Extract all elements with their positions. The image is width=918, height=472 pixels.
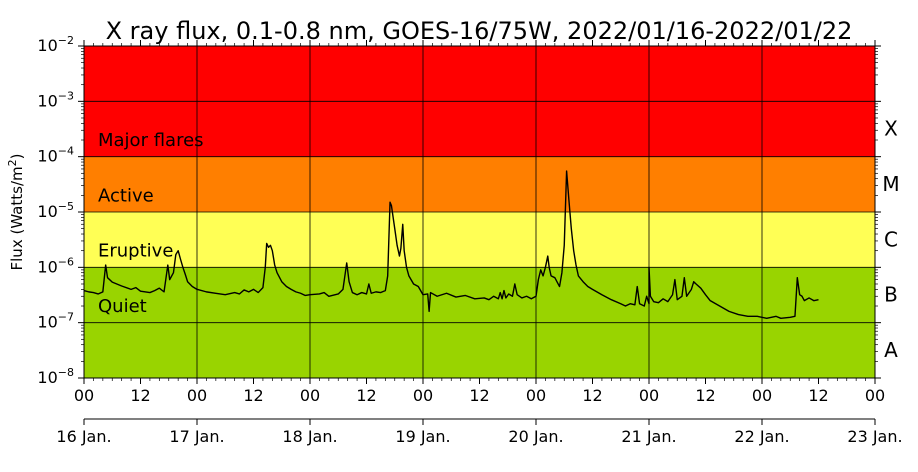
x-tick-label-6: 00 bbox=[413, 386, 433, 405]
class-label-2: C bbox=[884, 227, 898, 251]
class-label-4: A bbox=[884, 338, 898, 362]
y-axis-label-sup: 2 bbox=[6, 159, 19, 166]
x-tick-label-14: 00 bbox=[865, 386, 885, 405]
x-tick-label-1: 12 bbox=[130, 386, 150, 405]
y-tick-power: −4 bbox=[58, 145, 74, 158]
x-tick-label-13: 12 bbox=[808, 386, 828, 405]
activity-label-0: Major flares bbox=[98, 130, 204, 151]
y-tick-base: 10 bbox=[37, 257, 57, 276]
x-tick-label-12: 00 bbox=[752, 386, 772, 405]
series-line-0 bbox=[83, 170, 819, 319]
x-tick-label-9: 12 bbox=[582, 386, 602, 405]
y-tick-power: −2 bbox=[58, 34, 74, 47]
class-label-3: B bbox=[884, 283, 898, 307]
y-axis-label: Flux (Watts/m2) bbox=[6, 154, 26, 271]
class-label-0: X bbox=[884, 117, 898, 141]
y-tick-label-2: 10−6 bbox=[37, 255, 74, 276]
y-tick-base: 10 bbox=[37, 368, 57, 387]
date-axis-ticks: 16 Jan. 17 Jan. 18 Jan. 19 Jan. 20 Jan. 21 Ja… bbox=[56, 419, 903, 446]
x-tick-label-5: 12 bbox=[356, 386, 376, 405]
activity-label-3: Quiet bbox=[98, 296, 147, 317]
date-tick-label-5: 21 Jan. bbox=[621, 427, 676, 446]
y-axis-ticks: 10−810−710−610−510−410−310−2 bbox=[37, 34, 881, 387]
y-tick-power: −3 bbox=[58, 89, 74, 102]
y-axis-label-main: Flux (Watts/m bbox=[8, 166, 26, 270]
class-label-1: M bbox=[882, 172, 899, 196]
y-tick-label-4: 10−4 bbox=[37, 145, 74, 166]
date-tick-label-2: 18 Jan. bbox=[282, 427, 337, 446]
y-tick-power: −7 bbox=[58, 311, 74, 324]
y-tick-base: 10 bbox=[37, 202, 57, 221]
band-2 bbox=[84, 156, 875, 212]
x-tick-label-8: 00 bbox=[526, 386, 546, 405]
y-tick-label-3: 10−5 bbox=[37, 200, 74, 221]
date-tick-label-4: 20 Jan. bbox=[508, 427, 563, 446]
y-tick-label-6: 10−2 bbox=[37, 34, 74, 55]
y-tick-label-1: 10−7 bbox=[37, 311, 74, 332]
y-tick-base: 10 bbox=[37, 313, 57, 332]
activity-label-2: Eruptive bbox=[98, 241, 173, 262]
x-tick-label-0: 00 bbox=[74, 386, 94, 405]
x-axis-ticks: 00 12 00 12 00 12 00 12 00 12 00 12 00 12 00 bbox=[74, 40, 885, 405]
y-tick-base: 10 bbox=[37, 91, 57, 110]
x-tick-label-3: 12 bbox=[243, 386, 263, 405]
date-tick-label-3: 19 Jan. bbox=[395, 427, 450, 446]
y-tick-label-0: 10−8 bbox=[37, 366, 74, 387]
y-tick-power: −6 bbox=[58, 255, 74, 268]
x-tick-label-7: 12 bbox=[469, 386, 489, 405]
y-tick-label-5: 10−3 bbox=[37, 89, 74, 110]
date-tick-label-1: 17 Jan. bbox=[169, 427, 224, 446]
x-tick-label-4: 00 bbox=[300, 386, 320, 405]
date-tick-label-7: 23 Jan. bbox=[847, 427, 902, 446]
y-tick-base: 10 bbox=[37, 147, 57, 166]
y-axis-label-close: ) bbox=[8, 154, 26, 160]
activity-level-labels: Major flares Active Eruptive Quiet bbox=[98, 130, 204, 317]
y-tick-power: −8 bbox=[58, 366, 74, 379]
flare-class-labels: X M C B A bbox=[882, 117, 899, 362]
x-tick-label-2: 00 bbox=[187, 386, 207, 405]
date-tick-label-6: 22 Jan. bbox=[734, 427, 789, 446]
y-tick-base: 10 bbox=[37, 36, 57, 55]
date-tick-label-0: 16 Jan. bbox=[56, 427, 111, 446]
activity-label-1: Active bbox=[98, 185, 154, 206]
x-tick-label-10: 00 bbox=[639, 386, 659, 405]
x-tick-label-11: 12 bbox=[695, 386, 715, 405]
flux-series bbox=[83, 170, 819, 319]
y-tick-power: −5 bbox=[58, 200, 74, 213]
band-1 bbox=[84, 212, 875, 268]
